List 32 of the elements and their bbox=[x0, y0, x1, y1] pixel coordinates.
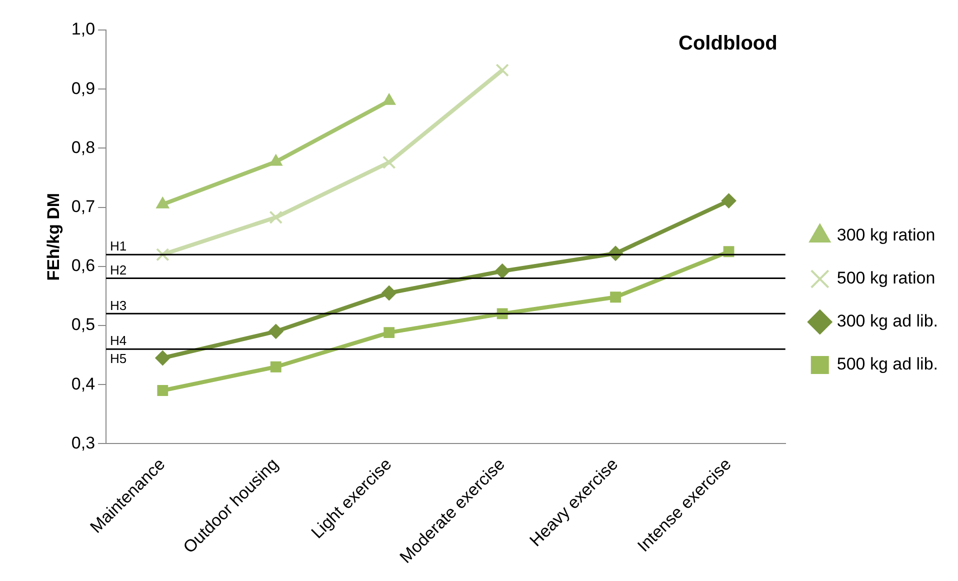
point bbox=[268, 324, 284, 339]
point bbox=[156, 248, 170, 262]
point bbox=[269, 210, 283, 224]
point bbox=[155, 350, 170, 366]
y-tick-label: 0,9 bbox=[71, 78, 96, 98]
legend-label: 500 kg ad lib. bbox=[836, 354, 938, 374]
point bbox=[270, 361, 282, 372]
ref-line-label: H2 bbox=[110, 262, 127, 278]
point bbox=[721, 193, 736, 208]
y-tick-label: 1,0 bbox=[71, 20, 96, 39]
y-axis-title: FEh/kg DM bbox=[44, 192, 63, 281]
legend-label: 300 kg ration bbox=[836, 226, 936, 245]
chart-title: Coldblood bbox=[678, 32, 778, 55]
point bbox=[157, 385, 168, 396]
y-tick-label: 0,7 bbox=[71, 196, 96, 216]
ref-line-label: H1 bbox=[110, 238, 127, 254]
y-tick-label: 0,8 bbox=[71, 138, 96, 157]
ref-line-label: H4 bbox=[110, 333, 127, 348]
y-tick-label: 0,5 bbox=[71, 315, 96, 334]
point bbox=[610, 292, 621, 303]
y-tick-label: 0,3 bbox=[71, 433, 96, 452]
y-tick-label: 0,4 bbox=[71, 374, 96, 394]
legend-label: 500 kg ration bbox=[836, 268, 936, 288]
point bbox=[496, 64, 509, 77]
point bbox=[382, 156, 396, 170]
legend-label: 300 kg ad lib. bbox=[836, 312, 938, 331]
point bbox=[382, 285, 397, 300]
point bbox=[384, 327, 395, 338]
y-tick-label: 0,6 bbox=[71, 256, 96, 276]
ref-line-label: H3 bbox=[110, 298, 127, 313]
annotation: H5 bbox=[110, 351, 127, 366]
point bbox=[494, 264, 510, 279]
